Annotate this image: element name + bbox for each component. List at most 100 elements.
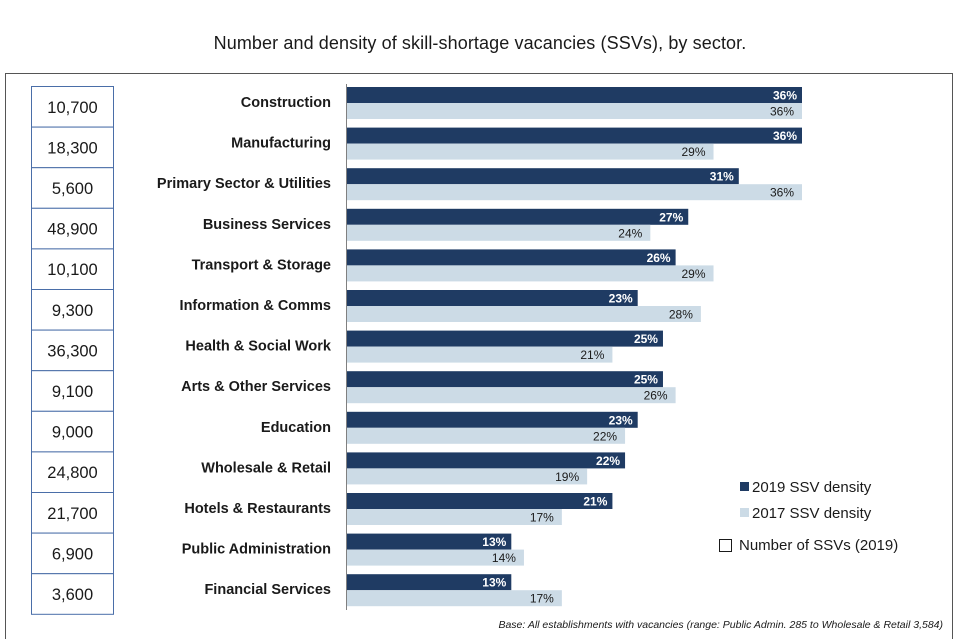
ssv-count-box (31, 410, 114, 453)
bar-label-2019: 13% (482, 535, 506, 549)
bar-label-2017: 36% (770, 105, 794, 119)
category-label-wholesale-retail: Wholesale & Retail (201, 460, 331, 476)
ssv-count-box (31, 248, 114, 290)
bar-2019 (347, 87, 802, 103)
footnote: Base: All establishments with vacancies … (498, 619, 943, 631)
ssv-count-box (31, 86, 114, 128)
bar-2019 (347, 574, 512, 591)
bar-2019 (347, 290, 638, 306)
legend: 2019 SSV density 2017 SSV density Number… (719, 479, 898, 554)
bar-2017 (347, 590, 562, 607)
bar-2019 (347, 127, 802, 144)
bar-2019 (347, 411, 638, 428)
bar-label-2019: 22% (596, 454, 620, 468)
legend-label-2019: 2019 SSV density (752, 479, 872, 496)
bar-2017 (347, 427, 626, 444)
ssv-count-value: 6,900 (52, 545, 93, 563)
legend-label-ssv-count: Number of SSVs (2019) (739, 537, 898, 554)
bar-2017 (347, 306, 701, 322)
bar-label-2017: 14% (492, 551, 516, 565)
ssv-count-value: 3,600 (52, 586, 93, 604)
ssv-count-box (31, 573, 114, 615)
ssv-count-value: 10,100 (47, 261, 97, 279)
ssv-count-box (31, 492, 114, 534)
bar-2017 (347, 265, 714, 282)
bar-label-2019: 23% (609, 292, 633, 306)
density-bars: 36% 36% 36% 29% 31% 36% 27% 24% 26% 29% 23% 28% 25% 2… (347, 87, 802, 607)
bar-2019 (347, 249, 676, 266)
bar-2019 (347, 533, 512, 550)
ssv-count-value: 24,800 (47, 464, 97, 482)
ssv-count-value: 9,100 (52, 383, 93, 401)
bar-2017 (347, 184, 802, 201)
ssv-count-box (31, 207, 114, 250)
category-label-arts-other-services: Arts & Other Services (181, 379, 331, 395)
bar-label-2019: 23% (609, 413, 633, 427)
category-labels: Construction Manufacturing Primary Sector … (157, 95, 332, 598)
ssv-count-value: 21,700 (47, 505, 97, 523)
bar-label-2017: 29% (681, 145, 705, 159)
category-label-manufacturing: Manufacturing (231, 136, 331, 152)
bar-2019 (347, 493, 613, 509)
category-label-hotels-restaurants: Hotels & Restaurants (184, 501, 331, 517)
bar-label-2019: 27% (659, 210, 683, 224)
bar-label-2017: 21% (580, 348, 604, 362)
ssv-count-value: 48,900 (47, 221, 97, 239)
legend-swatch-2019 (740, 482, 749, 491)
bar-2017 (347, 468, 588, 485)
ssv-count-box (31, 289, 114, 331)
category-label-business-services: Business Services (203, 217, 331, 233)
ssv-count-box (31, 167, 114, 209)
legend-swatch-2017 (740, 508, 749, 517)
ssv-count-box (31, 370, 114, 412)
bar-label-2019: 26% (647, 251, 671, 265)
ssv-count-value: 9,000 (52, 424, 93, 442)
chart-title: Number and density of skill-shortage vac… (213, 33, 747, 53)
bar-2017 (347, 387, 676, 404)
chart-frame (5, 73, 953, 639)
bar-label-2017: 24% (618, 226, 642, 240)
bar-label-2017: 26% (644, 389, 668, 403)
bar-2017 (347, 549, 524, 566)
category-label-public-administration: Public Administration (182, 542, 331, 558)
bar-2019 (347, 168, 739, 185)
bar-2017 (347, 224, 651, 241)
legend-swatch-ssv-count (719, 539, 732, 552)
category-label-construction: Construction (241, 95, 331, 111)
bar-2019 (347, 452, 626, 469)
bar-2017 (347, 143, 714, 160)
bar-2017 (347, 103, 802, 119)
ssv-count-value: 9,300 (52, 302, 93, 320)
bar-label-2019: 36% (773, 129, 797, 143)
bar-label-2019: 25% (634, 373, 658, 387)
bar-2019 (347, 330, 663, 347)
ssv-count-box (31, 329, 114, 372)
category-label-education: Education (261, 420, 331, 436)
category-label-information-comms: Information & Comms (180, 298, 331, 314)
bar-label-2017: 19% (555, 470, 579, 484)
bar-2017 (347, 509, 562, 525)
bar-label-2019: 13% (482, 576, 506, 590)
bar-2017 (347, 346, 613, 363)
bar-label-2017: 29% (681, 267, 705, 281)
ssv-count-column: 10,700 18,300 5,600 48,900 10,100 9,300 36,300… (31, 86, 114, 615)
category-label-health-social-work: Health & Social Work (185, 339, 332, 355)
ssv-count-value: 18,300 (47, 139, 97, 157)
category-label-primary-sector-utilities: Primary Sector & Utilities (157, 176, 331, 192)
bar-label-2017: 17% (530, 592, 554, 606)
bar-label-2019: 31% (710, 170, 734, 184)
bar-label-2019: 21% (583, 495, 607, 509)
bar-label-2017: 28% (669, 308, 693, 322)
ssv-count-value: 10,700 (47, 99, 97, 117)
bar-label-2017: 22% (593, 429, 617, 443)
ssv-count-value: 36,300 (47, 342, 97, 360)
bar-label-2017: 17% (530, 511, 554, 525)
ssv-count-box (31, 532, 114, 575)
ssv-count-value: 5,600 (52, 180, 93, 198)
category-label-financial-services: Financial Services (204, 582, 331, 598)
bar-label-2019: 25% (634, 332, 658, 346)
legend-label-2017: 2017 SSV density (752, 505, 872, 522)
bar-2019 (347, 371, 663, 388)
bar-label-2019: 36% (773, 89, 797, 103)
